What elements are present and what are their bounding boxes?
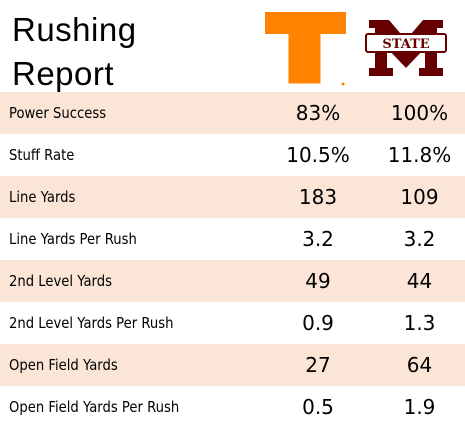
- table-row: Open Field Yards Per Rush 0.5 1.9: [0, 386, 465, 428]
- tennessee-value: 0.9: [302, 311, 334, 335]
- mississippi-state-m-logo: STATE: [365, 20, 447, 76]
- stat-label: Line Yards Per Rush: [0, 218, 271, 260]
- state-wordmark: STATE: [382, 37, 429, 52]
- stat-label: Open Field Yards Per Rush: [0, 386, 271, 428]
- stat-label: Line Yards: [0, 176, 271, 218]
- stat-label-text: Open Field Yards: [9, 356, 118, 374]
- mississippi-state-value: 64: [371, 344, 465, 386]
- stat-label-text: Line Yards Per Rush: [9, 230, 137, 248]
- tennessee-value: 83%: [271, 92, 371, 134]
- table-row: Line Yards Per Rush 3.2 3.2: [0, 218, 465, 260]
- stat-label: Power Success: [0, 92, 271, 134]
- stat-label-text: Open Field Yards Per Rush: [9, 398, 180, 416]
- tennessee-power-t-logo: [265, 12, 346, 86]
- stats-table: Power Success 83% 100% Stuff Rate 10.5% 11.8%…: [0, 92, 465, 428]
- mississippi-state-value: 1.9: [403, 395, 436, 419]
- table-row: Power Success 83% 100%: [0, 92, 465, 134]
- title-line-1: Rushing: [12, 11, 137, 48]
- report-title: Rushing Report: [12, 8, 212, 96]
- stat-label-text: 2nd Level Yards: [9, 272, 112, 290]
- mississippi-state-value: 109: [371, 176, 465, 218]
- table-row: Open Field Yards 27 64: [0, 344, 465, 386]
- table-row: 2nd Level Yards 49 44: [0, 260, 465, 302]
- stat-label: 2nd Level Yards: [0, 260, 271, 302]
- mississippi-state-value: 100%: [371, 92, 465, 134]
- tennessee-value: 49: [271, 260, 371, 302]
- stat-label-text: Stuff Rate: [9, 146, 75, 164]
- tennessee-value: 3.2: [302, 227, 334, 251]
- mississippi-state-value: 44: [371, 260, 465, 302]
- tennessee-value: 183: [271, 176, 371, 218]
- stat-label: Stuff Rate: [0, 134, 271, 176]
- table-row: Stuff Rate 10.5% 11.8%: [0, 134, 465, 176]
- stat-label: 2nd Level Yards Per Rush: [0, 302, 271, 344]
- table-row: Line Yards 183 109: [0, 176, 465, 218]
- mississippi-state-value: 1.3: [403, 311, 436, 335]
- mississippi-state-value: 3.2: [403, 227, 436, 251]
- mississippi-state-value: 11.8%: [387, 143, 452, 167]
- stat-label-text: Power Success: [9, 104, 107, 122]
- title-line-2: Report: [12, 55, 115, 92]
- tennessee-value: 0.5: [302, 395, 334, 419]
- stat-label-text: 2nd Level Yards Per Rush: [9, 314, 174, 332]
- stat-label-text: Line Yards: [9, 188, 76, 206]
- tennessee-value: 10.5%: [286, 143, 350, 167]
- stat-label: Open Field Yards: [0, 344, 271, 386]
- tennessee-value: 27: [271, 344, 371, 386]
- table-row: 2nd Level Yards Per Rush 0.9 1.3: [0, 302, 465, 344]
